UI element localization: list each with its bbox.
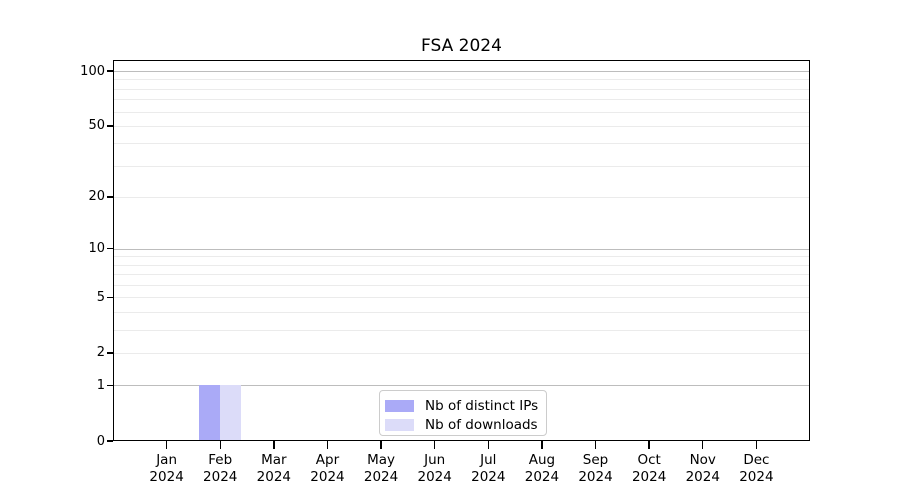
x-tick-month: Jul: [480, 452, 497, 468]
x-tick-year: 2024: [310, 469, 345, 485]
y-tick-mark: [107, 70, 113, 72]
y-axis-tick-label: 20: [88, 189, 105, 205]
x-axis-tick-label: Oct 2024: [617, 452, 681, 486]
legend-swatch-distinct-ips: [385, 399, 414, 412]
y-tick-mark: [107, 384, 113, 387]
x-tick-year: 2024: [256, 469, 292, 485]
gridline-minor: [114, 125, 809, 127]
gridline-minor: [114, 274, 809, 276]
legend-swatch-downloads: [385, 418, 414, 431]
gridline-minor: [114, 99, 809, 101]
x-axis-tick-label: Feb 2024: [188, 452, 252, 486]
x-tick-year: 2024: [363, 469, 399, 485]
x-tick-year: 2024: [149, 469, 184, 485]
x-tick-month: Oct: [637, 452, 661, 468]
y-tick-mark: [107, 352, 113, 354]
x-tick-month: Sep: [582, 452, 609, 468]
x-tick-year: 2024: [417, 469, 452, 485]
x-tick-mark: [380, 441, 382, 449]
y-axis-tick-label: 100: [80, 63, 105, 79]
x-tick-year: 2024: [685, 469, 720, 485]
x-tick-month: Jun: [424, 452, 446, 468]
plot-area: [113, 60, 810, 441]
x-tick-mark: [433, 441, 436, 449]
x-tick-year: 2024: [739, 469, 774, 485]
x-tick-month: May: [367, 452, 396, 468]
gridline-major: [114, 71, 809, 73]
y-tick-mark: [107, 296, 113, 299]
gridline-minor: [114, 79, 809, 81]
gridline-minor: [114, 352, 809, 354]
x-tick-month: Dec: [743, 452, 770, 468]
gridline-minor: [114, 196, 809, 198]
gridline-minor: [114, 312, 809, 313]
x-axis-tick-label: Jun 2024: [403, 452, 467, 486]
x-axis-tick-label: Aug 2024: [510, 452, 574, 486]
x-tick-month: Jan: [156, 452, 178, 468]
gridline-major: [114, 385, 809, 387]
x-axis-tick-label: Sep 2024: [564, 452, 628, 486]
x-axis-tick-label: Mar 2024: [242, 452, 306, 486]
gridline-minor: [114, 256, 809, 258]
x-axis-tick-label: Jan 2024: [135, 452, 199, 486]
x-tick-mark: [648, 441, 650, 449]
x-axis-tick-label: Jul 2024: [456, 452, 520, 486]
x-tick-month: Mar: [261, 452, 287, 468]
legend-item-downloads: Nb of downloads: [385, 416, 539, 433]
legend: Nb of distinct IPs Nb of downloads: [379, 390, 547, 436]
gridline-minor: [114, 88, 809, 90]
x-tick-mark: [594, 441, 597, 449]
x-tick-year: 2024: [524, 469, 560, 485]
gridline-minor: [114, 165, 809, 167]
x-tick-mark: [702, 441, 704, 449]
legend-item-distinct-ips: Nb of distinct IPs: [385, 397, 539, 414]
y-axis-tick-label: 5: [96, 289, 105, 305]
x-tick-month: Apr: [315, 452, 340, 468]
x-tick-month: Nov: [689, 452, 716, 468]
x-axis-tick-label: Dec 2024: [724, 452, 788, 486]
legend-label-distinct-ips: Nb of distinct IPs: [425, 397, 539, 414]
y-tick-mark: [107, 196, 113, 198]
x-tick-month: Feb: [208, 452, 233, 468]
x-tick-mark: [165, 441, 168, 449]
x-tick-year: 2024: [578, 469, 613, 485]
x-tick-mark: [541, 441, 543, 449]
y-axis-tick-label: 0: [96, 433, 105, 449]
y-axis-tick-label: 50: [88, 118, 105, 134]
y-tick-mark: [107, 248, 113, 250]
gridline-minor: [114, 329, 809, 331]
y-axis-tick-label: 10: [88, 241, 105, 257]
bar-distinct-ips: [199, 385, 221, 440]
x-axis-tick-label: Nov 2024: [671, 452, 735, 486]
gridline-minor: [114, 285, 809, 287]
x-tick-mark: [487, 441, 489, 449]
bar-downloads: [220, 385, 242, 440]
x-tick-year: 2024: [471, 469, 506, 485]
gridline-minor: [114, 111, 809, 113]
x-tick-month: Aug: [528, 452, 556, 468]
x-tick-mark: [755, 441, 758, 449]
y-tick-mark: [107, 125, 113, 127]
x-tick-mark: [326, 441, 329, 449]
gridline-minor: [114, 143, 809, 145]
x-axis-tick-label: May 2024: [349, 452, 413, 486]
chart-title: FSA 2024: [421, 36, 502, 56]
x-tick-year: 2024: [203, 469, 238, 485]
gridline-minor: [114, 297, 809, 299]
x-tick-year: 2024: [631, 469, 667, 485]
gridline-major: [114, 248, 809, 250]
y-tick-mark: [107, 440, 113, 442]
legend-label-downloads: Nb of downloads: [425, 416, 538, 433]
gridline-minor: [114, 264, 809, 266]
x-tick-mark: [273, 441, 275, 449]
y-axis-tick-label: 1: [96, 377, 105, 393]
x-axis-tick-label: Apr 2024: [295, 452, 359, 486]
y-axis-tick-label: 2: [96, 345, 105, 361]
x-tick-mark: [219, 441, 221, 449]
